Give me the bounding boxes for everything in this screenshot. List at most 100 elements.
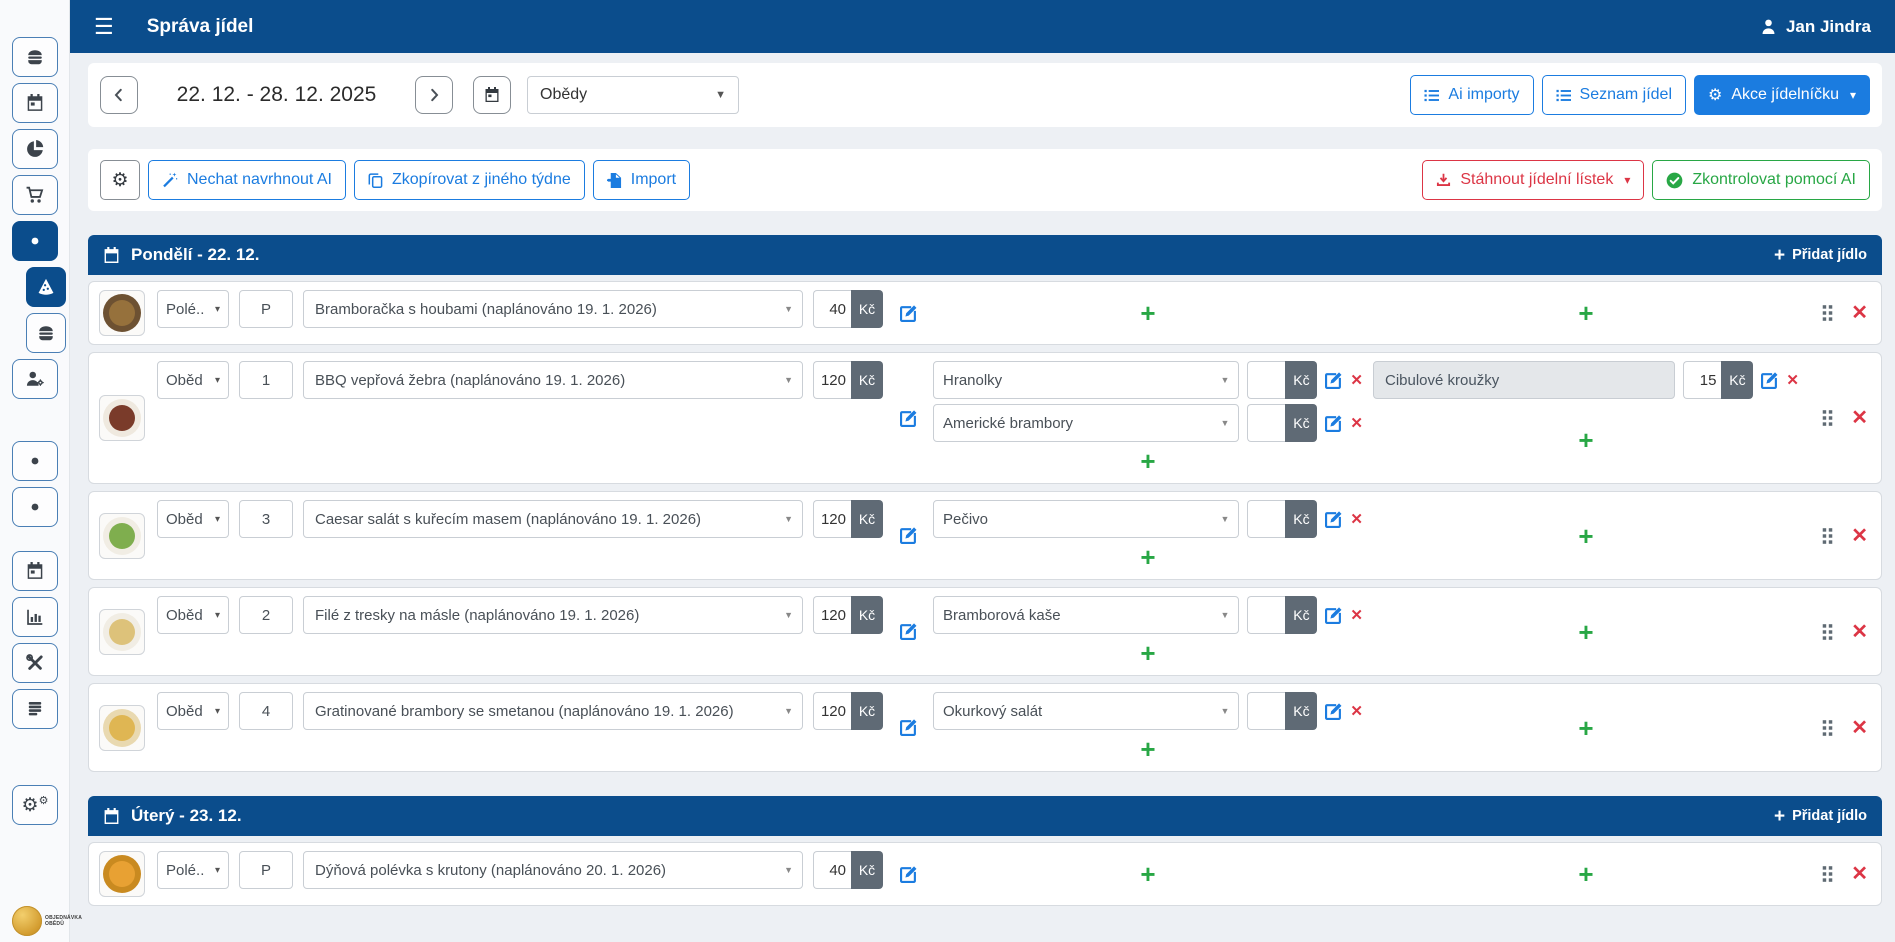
food-select[interactable]: Caesar salát s kuřecím masem (naplánován… <box>303 500 803 538</box>
add-side-button[interactable]: + <box>1140 638 1156 668</box>
sidebar-item-14-gears[interactable]: ⚙⚙ <box>12 785 58 825</box>
food-select[interactable]: Dýňová polévka s krutony (naplánováno 20… <box>303 851 803 889</box>
meal-type-select[interactable]: Oběd ▾ <box>157 361 229 399</box>
meal-type-select[interactable]: Oběd ▾ <box>157 596 229 634</box>
edit-side-button[interactable] <box>1325 596 1342 634</box>
sidebar-item-11-bar-chart[interactable] <box>12 597 58 637</box>
meal-type-select[interactable]: Oběd ▾ <box>157 500 229 538</box>
side-price-input[interactable] <box>1247 500 1286 538</box>
meal-price-input[interactable] <box>813 361 851 399</box>
edit-side-button[interactable] <box>1325 361 1342 399</box>
edit-meal-button[interactable] <box>893 709 923 747</box>
meal-type-select[interactable]: Oběd ▾ <box>157 692 229 730</box>
add-side-button[interactable]: + <box>1140 298 1156 328</box>
meal-order-input[interactable] <box>239 290 293 328</box>
add-extra-button[interactable]: + <box>1578 616 1594 647</box>
sidebar-item-7-person-gear[interactable] <box>12 359 58 399</box>
meal-price-input[interactable] <box>813 290 851 328</box>
meal-price-input[interactable] <box>813 692 851 730</box>
side-dish-select[interactable]: Okurkový salát ▼ <box>933 692 1240 730</box>
meal-order-input[interactable] <box>239 692 293 730</box>
edit-extra-button[interactable] <box>1761 361 1778 399</box>
drag-handle[interactable] <box>1821 409 1834 427</box>
sidebar-item-10-calendar[interactable] <box>12 551 58 591</box>
remove-side-button[interactable]: ✕ <box>1350 606 1363 624</box>
add-side-button[interactable]: + <box>1140 859 1156 889</box>
delete-meal-button[interactable]: ✕ <box>1851 524 1868 547</box>
download-menu-button[interactable]: Stáhnout jídelní lístek ▾ <box>1422 160 1645 200</box>
edit-meal-button[interactable] <box>893 517 923 555</box>
remove-side-button[interactable]: ✕ <box>1350 414 1363 432</box>
delete-meal-button[interactable]: ✕ <box>1851 302 1868 324</box>
side-dish-select[interactable]: Hranolky ▼ <box>933 361 1240 399</box>
food-select[interactable]: Filé z tresky na másle (naplánováno 19. … <box>303 596 803 634</box>
meal-price-input[interactable] <box>813 500 851 538</box>
edit-side-button[interactable] <box>1325 692 1342 730</box>
sidebar-item-12-tools[interactable] <box>12 643 58 683</box>
edit-meal-button[interactable] <box>893 294 923 332</box>
meal-order-input[interactable] <box>239 500 293 538</box>
side-price-input[interactable] <box>1247 692 1286 730</box>
delete-meal-button[interactable]: ✕ <box>1851 407 1868 429</box>
drag-handle[interactable] <box>1821 865 1834 883</box>
drag-handle[interactable] <box>1821 623 1834 641</box>
edit-meal-button[interactable] <box>893 613 923 651</box>
remove-extra-button[interactable]: ✕ <box>1786 371 1799 389</box>
edit-meal-button[interactable] <box>893 855 923 893</box>
add-side-button[interactable]: + <box>1140 734 1156 764</box>
sidebar-item-8-dot[interactable] <box>12 441 58 481</box>
meal-order-input[interactable] <box>239 851 293 889</box>
side-price-input[interactable] <box>1247 404 1286 442</box>
add-extra-button[interactable]: + <box>1578 712 1594 743</box>
import-button[interactable]: Import <box>592 160 691 200</box>
remove-side-button[interactable]: ✕ <box>1350 371 1363 389</box>
delete-meal-button[interactable]: ✕ <box>1851 716 1868 739</box>
sidebar-item-13-stacked-lines[interactable] <box>12 689 58 729</box>
meal-price-input[interactable] <box>813 596 851 634</box>
side-dish-select[interactable]: Bramborová kaše ▼ <box>933 596 1240 634</box>
settings-button[interactable]: ⚙ <box>100 160 140 200</box>
food-select[interactable]: Bramboračka s houbami (naplánováno 19. 1… <box>303 290 803 328</box>
drag-handle[interactable] <box>1821 304 1834 322</box>
add-meal-button[interactable]: + Přidat jídlo <box>1773 244 1867 266</box>
food-select[interactable]: Gratinované brambory se smetanou (naplán… <box>303 692 803 730</box>
side-dish-select[interactable]: Pečivo ▼ <box>933 500 1240 538</box>
remove-side-button[interactable]: ✕ <box>1350 510 1363 528</box>
side-price-input[interactable] <box>1247 361 1286 399</box>
prev-week-button[interactable] <box>100 76 138 114</box>
extra-price-input[interactable] <box>1683 361 1722 399</box>
delete-meal-button[interactable]: ✕ <box>1851 620 1868 643</box>
side-price-input[interactable] <box>1247 596 1286 634</box>
sidebar-item-2-pie-chart[interactable] <box>12 129 58 169</box>
delete-meal-button[interactable]: ✕ <box>1851 863 1868 885</box>
add-meal-button[interactable]: + Přidat jídlo <box>1773 805 1867 827</box>
drag-handle[interactable] <box>1821 527 1834 545</box>
meal-list-button[interactable]: Seznam jídel <box>1541 75 1687 115</box>
meal-type-select[interactable]: Obědy ▼ <box>527 76 739 114</box>
user-menu[interactable]: Jan Jindra <box>1760 17 1871 37</box>
sidebar-item-5-pizza[interactable] <box>26 267 66 307</box>
meal-order-input[interactable] <box>239 596 293 634</box>
remove-side-button[interactable]: ✕ <box>1350 702 1363 720</box>
drag-handle[interactable] <box>1821 719 1834 737</box>
edit-side-button[interactable] <box>1325 404 1342 442</box>
menu-actions-button[interactable]: ⚙ Akce jídelníčku ▾ <box>1694 75 1870 115</box>
side-dish-select[interactable]: Americké brambory ▼ <box>933 404 1240 442</box>
ai-imports-button[interactable]: Ai importy <box>1410 75 1534 115</box>
add-extra-button[interactable]: + <box>1578 859 1594 889</box>
calendar-picker-button[interactable] <box>473 76 511 114</box>
meal-type-select[interactable]: Polé.. ▾ <box>157 851 229 889</box>
add-side-button[interactable]: + <box>1140 446 1156 476</box>
add-extra-button[interactable]: + <box>1578 298 1594 328</box>
meal-price-input[interactable] <box>813 851 851 889</box>
copy-week-button[interactable]: Zkopírovat z jiného týdne <box>353 160 585 200</box>
edit-meal-button[interactable] <box>893 399 923 437</box>
sidebar-item-1-calendar[interactable] <box>12 83 58 123</box>
sidebar-item-0-burger[interactable] <box>12 37 58 77</box>
meal-order-input[interactable] <box>239 361 293 399</box>
sidebar-item-9-dot[interactable] <box>12 487 58 527</box>
hamburger-menu-icon[interactable]: ☰ <box>94 13 114 39</box>
ai-check-button[interactable]: Zkontrolovat pomocí AI <box>1652 160 1870 200</box>
next-week-button[interactable] <box>415 76 453 114</box>
meal-type-select[interactable]: Polé.. ▾ <box>157 290 229 328</box>
